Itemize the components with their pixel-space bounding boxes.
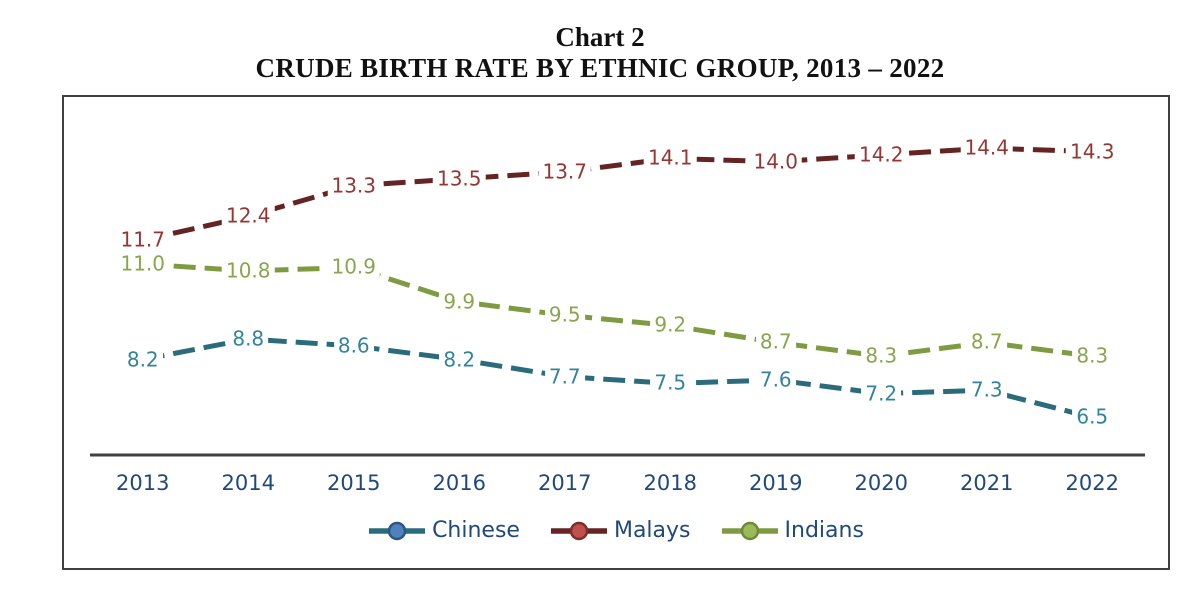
chart-title: Chart 2 CRUDE BIRTH RATE BY ETHNIC GROUP… <box>0 22 1200 84</box>
series-line-malays <box>142 145 1093 243</box>
legend-label: Malays <box>613 518 691 543</box>
data-label-malays-2013: 11.7 <box>116 227 170 253</box>
data-label-indians-2016: 9.9 <box>439 289 480 315</box>
data-label-malays-2022: 14.3 <box>1065 139 1119 165</box>
data-label-chinese-2017: 7.7 <box>544 364 585 390</box>
series-line-chinese <box>142 336 1093 420</box>
data-label-malays-2015: 13.3 <box>327 173 381 199</box>
data-label-chinese-2015: 8.6 <box>333 333 374 359</box>
legend-item-malays: Malays <box>550 518 691 544</box>
data-label-chinese-2013: 8.2 <box>122 347 163 373</box>
data-label-chinese-2019: 7.6 <box>755 367 796 393</box>
legend-label: Indians <box>784 518 864 543</box>
data-label-malays-2021: 14.4 <box>960 135 1014 161</box>
data-label-indians-2019: 8.7 <box>755 329 796 355</box>
data-label-indians-2013: 11.0 <box>116 251 170 277</box>
data-label-indians-2014: 10.8 <box>221 258 275 284</box>
data-label-malays-2020: 14.2 <box>854 142 908 168</box>
legend-label: Chinese <box>432 518 520 543</box>
x-tick-label-2019: 2019 <box>749 471 803 495</box>
x-tick-label-2013: 2013 <box>116 471 170 495</box>
x-tick-label-2022: 2022 <box>1065 471 1119 495</box>
x-tick-label-2015: 2015 <box>327 471 381 495</box>
data-label-indians-2021: 8.7 <box>966 329 1007 355</box>
chart-title-line1: Chart 2 <box>555 22 645 52</box>
data-label-indians-2015: 10.9 <box>327 254 381 280</box>
x-tick-label-2016: 2016 <box>432 471 486 495</box>
chart-title-line2: CRUDE BIRTH RATE BY ETHNIC GROUP, 2013 –… <box>255 53 945 83</box>
data-label-chinese-2022: 6.5 <box>1072 404 1113 430</box>
data-label-malays-2017: 13.7 <box>538 159 592 185</box>
data-label-indians-2022: 8.3 <box>1072 343 1113 369</box>
legend-marker-icon <box>721 521 778 541</box>
data-label-chinese-2018: 7.5 <box>650 370 691 396</box>
data-labels-layer: 8.2 8.8 8.6 8.2 7.7 7.5 7.6 7.2 7.3 6.5 11.7 12.4 13… <box>64 97 1168 568</box>
legend-marker-icon <box>550 521 607 541</box>
legend-marker-icon <box>369 521 426 541</box>
x-tick-label-2017: 2017 <box>538 471 592 495</box>
legend-item-chinese: Chinese <box>368 518 520 544</box>
data-label-chinese-2020: 7.2 <box>861 381 902 407</box>
data-label-indians-2017: 9.5 <box>544 302 585 328</box>
data-label-indians-2018: 9.2 <box>650 312 691 338</box>
data-label-malays-2014: 12.4 <box>221 203 275 229</box>
data-label-indians-2020: 8.3 <box>861 343 902 369</box>
legend-item-indians: Indians <box>721 518 864 544</box>
x-tick-label-2014: 2014 <box>221 471 275 495</box>
data-label-malays-2018: 14.1 <box>643 145 697 171</box>
data-label-chinese-2016: 8.2 <box>439 347 480 373</box>
x-tick-label-2021: 2021 <box>960 471 1014 495</box>
data-label-malays-2016: 13.5 <box>432 166 486 192</box>
data-label-chinese-2014: 8.8 <box>228 326 269 352</box>
data-label-chinese-2021: 7.3 <box>966 377 1007 403</box>
x-tick-label-2018: 2018 <box>643 471 697 495</box>
chart-legend: Chinese Malays Indians <box>64 518 1168 544</box>
x-tick-label-2020: 2020 <box>854 471 908 495</box>
chart-canvas <box>90 145 1145 457</box>
chart-plot-frame: 8.2 8.8 8.6 8.2 7.7 7.5 7.6 7.2 7.3 6.5 11.7 12.4 13… <box>62 95 1170 570</box>
series-line-indians <box>142 261 1093 359</box>
data-label-malays-2019: 14.0 <box>749 149 803 175</box>
